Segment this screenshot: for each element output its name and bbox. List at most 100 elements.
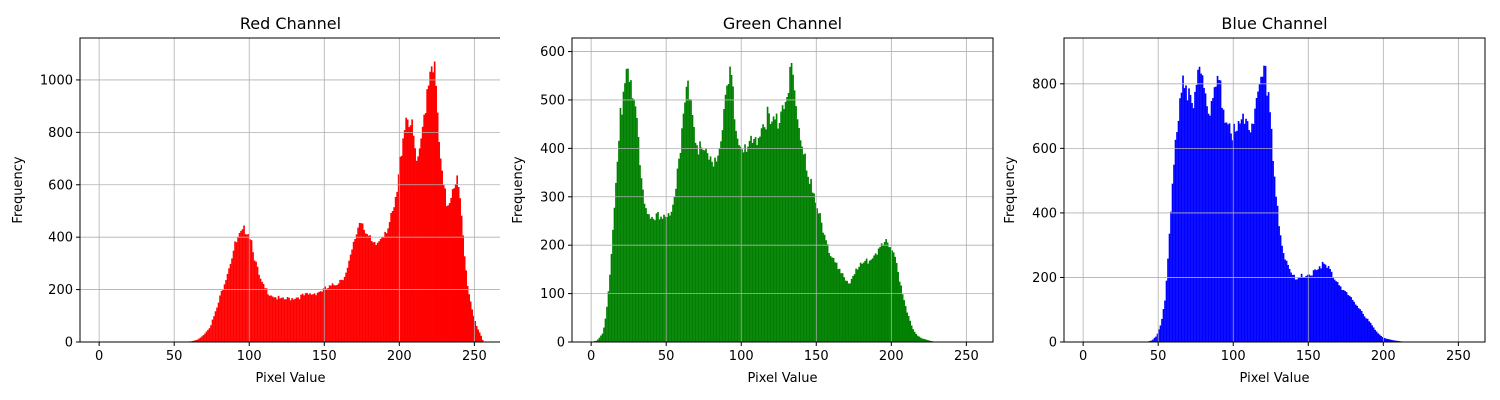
red-bar (270, 295, 272, 342)
red-bar (348, 260, 350, 342)
green-bar (855, 268, 857, 342)
red-bar (469, 301, 472, 342)
red-bar (378, 241, 380, 342)
blue-bar (1309, 275, 1312, 342)
green-bar (678, 158, 680, 342)
red-bar (238, 232, 241, 342)
green-bar (738, 145, 740, 342)
blue-bar (1366, 318, 1369, 342)
green-bar (760, 128, 763, 342)
green-bar (645, 208, 647, 342)
green-bar (754, 137, 757, 342)
red-bar (426, 89, 428, 343)
green-bar (871, 258, 874, 342)
green-bar (834, 262, 836, 342)
blue-bar (1294, 279, 1297, 342)
blue-bar (1332, 277, 1334, 342)
y-tick-label: 800 (48, 126, 73, 141)
blue-bar (1353, 301, 1355, 342)
green-bar (879, 246, 881, 342)
red-bar (466, 285, 469, 342)
green-bar (672, 204, 674, 342)
green-bar (664, 216, 667, 342)
blue-bar (1155, 336, 1157, 342)
blue-bar (1293, 274, 1295, 342)
blue-bar (1329, 269, 1331, 342)
blue-bar (1228, 123, 1231, 342)
green-bar (646, 213, 649, 342)
blue-bar (1159, 325, 1162, 342)
blue-bar (1362, 313, 1364, 342)
blue-bar (1290, 272, 1292, 342)
green-bar (727, 84, 730, 342)
red-bar (366, 234, 368, 342)
green-bar (673, 196, 676, 342)
y-tick-label: 0 (557, 336, 565, 351)
x-tick-label: 150 (1296, 349, 1321, 364)
green-bar (691, 114, 694, 342)
blue-bar (1326, 267, 1328, 342)
green-bar (910, 325, 913, 342)
green-bar (711, 161, 713, 342)
x-tick-label: 0 (587, 349, 595, 364)
green-bar (877, 248, 880, 342)
blue-bar (1371, 325, 1373, 342)
green-bar (835, 262, 838, 342)
green-bar (915, 333, 917, 342)
green-bar (735, 130, 737, 342)
red-bar (451, 189, 454, 342)
x-tick-label: 150 (312, 349, 337, 364)
green-bar (919, 337, 922, 342)
red-bar (268, 295, 271, 342)
red-bar (424, 113, 427, 342)
red-bar (219, 295, 221, 342)
green-bar (901, 294, 904, 342)
blue-bar (1188, 88, 1190, 343)
blue-bar (1333, 279, 1336, 342)
green-bar (783, 109, 785, 343)
red-bar (216, 307, 218, 342)
green-bar (750, 135, 752, 342)
green-bar (766, 106, 769, 342)
red-bar (321, 291, 323, 342)
blue-bar (1360, 310, 1363, 342)
red-bar (370, 240, 373, 342)
red-bar (276, 299, 278, 342)
blue-bar (1369, 322, 1372, 342)
red-bar (214, 311, 217, 342)
green-bar (870, 259, 872, 342)
blue-bar (1267, 92, 1270, 342)
red-bar (358, 222, 361, 342)
y-tick-label: 600 (1032, 142, 1057, 157)
red-bar (457, 187, 460, 342)
green-bar (793, 90, 796, 342)
blue-bar (1257, 91, 1259, 342)
green-bar (723, 109, 725, 342)
y-tick-label: 200 (540, 239, 565, 254)
green-bar (847, 283, 850, 342)
blue-bar (1389, 339, 1391, 342)
y-tick-label: 800 (1032, 77, 1057, 92)
green-bar (828, 252, 830, 342)
red-bar (240, 230, 242, 342)
y-tick-label: 500 (540, 93, 565, 108)
green-bar (739, 146, 742, 342)
red-bar (430, 66, 433, 342)
red-bar (354, 239, 356, 342)
blue-bar (1254, 108, 1256, 342)
blue-bar (1161, 318, 1163, 342)
red-bar (357, 227, 359, 342)
blue-bar (1215, 86, 1217, 342)
red-bar (211, 319, 214, 342)
red-bar (261, 281, 263, 342)
blue-bar (1153, 337, 1156, 342)
blue-bar (1264, 65, 1267, 342)
blue-bar (1222, 109, 1225, 343)
blue-bar (1191, 102, 1193, 343)
green-bar (600, 335, 602, 342)
green-bar (805, 170, 808, 342)
blue-bar (1291, 274, 1294, 342)
green-bar (612, 229, 614, 342)
red-bar (340, 279, 343, 342)
blue-bar (1206, 106, 1208, 343)
